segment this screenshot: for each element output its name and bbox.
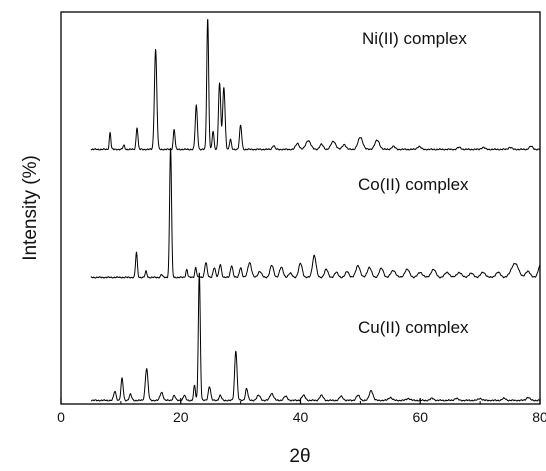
series-labels: Ni(II) complex Co(II) complex Cu(II) compl… [358,29,469,337]
x-tick-label-60: 60 [412,409,428,425]
series-label-2: Cu(II) complex [358,318,469,337]
series-label-0: Ni(II) complex [362,29,467,48]
x-tick-label-40: 40 [293,409,309,425]
y-axis-title: Intensity (%) [20,155,41,261]
series-layer [90,19,541,402]
x-tick-label-20: 20 [173,409,189,425]
x-axis-title: 2θ [289,446,310,467]
x-axis: 0 20 40 60 80 [57,398,546,425]
series-line-1 [90,147,541,279]
series-label-1: Co(II) complex [358,175,469,194]
x-tick-label-0: 0 [57,409,65,425]
plot-frame [60,11,541,405]
x-tick-label-80: 80 [532,409,546,425]
series-line-0 [90,19,541,151]
series-line-2 [90,272,541,402]
